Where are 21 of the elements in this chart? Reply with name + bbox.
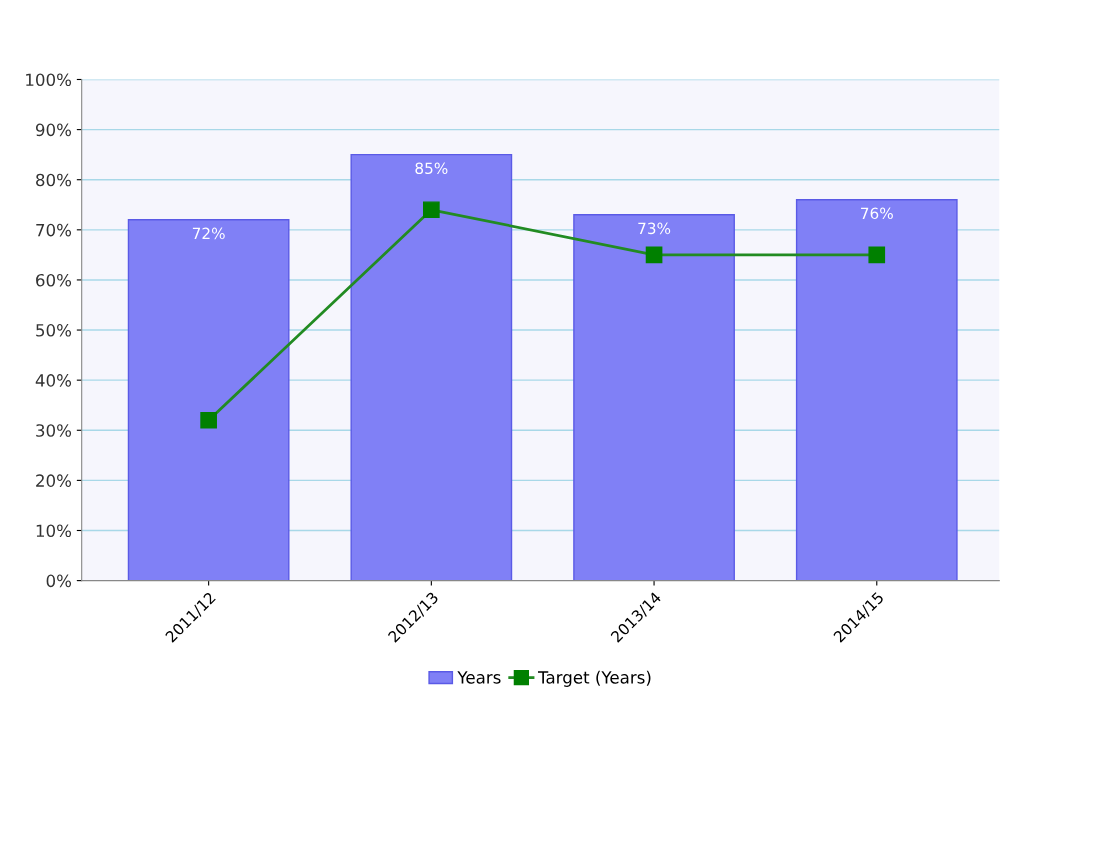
y-tick-label: 100% <box>26 73 72 87</box>
data-label: 76% <box>861 207 893 220</box>
y-tick-label: 20% <box>36 474 72 487</box>
y-tick-label: 40% <box>35 374 72 387</box>
data-label: 85% <box>415 162 448 174</box>
y-tick-label: 80% <box>36 173 72 187</box>
y-tick-label: 0% <box>46 574 72 588</box>
data-label: 72% <box>192 227 225 240</box>
data-label: 73% <box>638 222 671 235</box>
point <box>200 411 217 429</box>
y-tick-label: 10% <box>36 524 72 538</box>
legend-label: Years <box>457 671 501 684</box>
y-tick-label: 60% <box>36 273 72 287</box>
point <box>423 201 440 219</box>
y-tick-label: 30% <box>36 424 72 437</box>
legend-label: Target (Years) <box>537 670 651 687</box>
point <box>645 246 663 264</box>
y-tick-label: 70% <box>36 223 72 237</box>
y-tick-label: 90% <box>35 123 72 137</box>
point <box>868 246 886 264</box>
y-tick-label: 50% <box>36 324 72 337</box>
